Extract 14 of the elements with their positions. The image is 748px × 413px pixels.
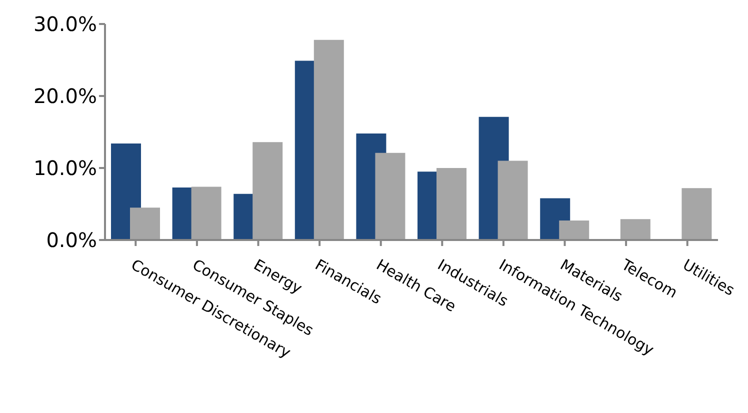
y-tick-label: 30.0% xyxy=(33,12,97,36)
bar xyxy=(559,220,590,240)
bar xyxy=(620,219,650,240)
bar xyxy=(436,168,466,240)
y-tick-label: 20.0% xyxy=(33,84,97,108)
bar xyxy=(375,152,406,240)
bar xyxy=(191,186,222,240)
y-tick-label: 10.0% xyxy=(33,156,97,180)
bar xyxy=(314,40,344,240)
bar xyxy=(498,160,528,240)
bar xyxy=(252,142,283,240)
bar xyxy=(130,208,160,240)
bar xyxy=(682,188,712,240)
y-tick-label: 0.0% xyxy=(46,228,97,252)
